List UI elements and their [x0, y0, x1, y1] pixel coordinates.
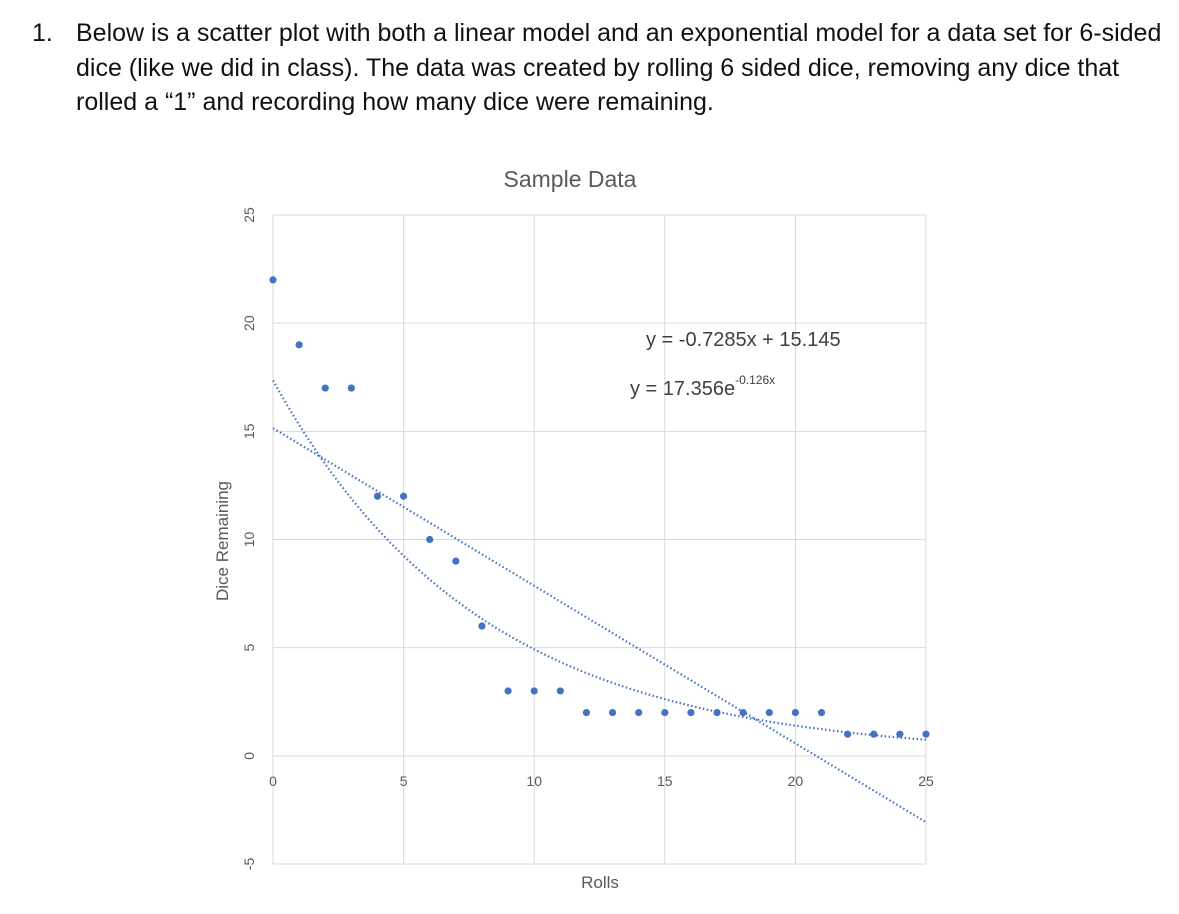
data-point: [530, 687, 538, 695]
x-tick-labels: 0 5 10 15 20 25: [269, 773, 934, 789]
data-point: [582, 708, 591, 717]
data-point: [739, 708, 747, 717]
data-point: [713, 708, 721, 717]
exponential-equation-base: y = 17.356e: [630, 378, 735, 400]
data-point: [661, 708, 669, 717]
exponential-equation-label: y = 17.356e-0.126x: [630, 373, 775, 400]
trendlines: [272, 379, 927, 824]
chart-title: Sample Data: [504, 166, 637, 192]
question-block: 1. Below is a scatter plot with both a l…: [32, 16, 1162, 120]
data-point: [426, 535, 434, 544]
data-point: [269, 276, 277, 284]
data-point: [817, 708, 826, 717]
y-tick-label: -5: [241, 858, 257, 871]
data-point: [295, 341, 303, 349]
y-tick-label: 25: [241, 207, 257, 223]
y-tick-label: 5: [241, 644, 257, 652]
y-tick-label: 15: [241, 423, 257, 439]
question-text: Below is a scatter plot with both a line…: [76, 19, 1162, 116]
x-axis-title: Rolls: [581, 873, 619, 892]
x-tick-label: 10: [526, 773, 542, 789]
data-point: [556, 687, 564, 695]
y-tick-labels: -5 0 5 10 15 20 25: [241, 207, 257, 870]
x-tick-label: 0: [269, 773, 277, 789]
exponential-trendline: [272, 379, 927, 741]
y-tick-label: 10: [241, 532, 257, 548]
data-point: [922, 730, 930, 738]
linear-trendline: [272, 427, 927, 824]
x-tick-label: 20: [788, 773, 804, 789]
data-point: [373, 492, 382, 500]
data-point: [870, 730, 878, 738]
x-tick-label: 25: [918, 773, 934, 789]
data-point: [844, 730, 852, 738]
question-number: 1.: [32, 19, 53, 47]
data-point: [478, 622, 486, 630]
x-tick-label: 5: [400, 773, 408, 789]
data-point: [791, 708, 800, 717]
y-tick-label: 20: [241, 315, 257, 331]
data-point: [321, 384, 329, 392]
data-point: [687, 708, 695, 717]
data-point: [347, 384, 355, 392]
data-point: [896, 730, 904, 738]
data-point: [452, 557, 460, 565]
data-point: [765, 708, 773, 717]
exponential-equation-exponent: -0.126x: [735, 373, 775, 387]
y-axis-title: Dice Remaining: [213, 481, 232, 601]
data-point: [504, 687, 512, 695]
linear-equation-label: y = -0.7285x + 15.145: [646, 329, 841, 351]
gridlines: [272, 214, 927, 865]
data-point: [635, 708, 643, 717]
data-point: [608, 708, 617, 717]
x-tick-label: 15: [657, 773, 673, 789]
data-points: [269, 276, 930, 738]
y-tick-label: 0: [241, 752, 257, 760]
data-point: [400, 492, 408, 500]
